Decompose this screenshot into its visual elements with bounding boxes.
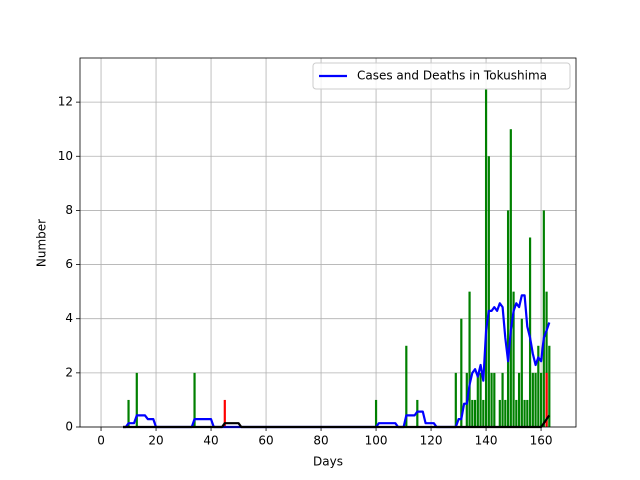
legend-box <box>312 62 571 90</box>
bar <box>545 372 548 427</box>
bar <box>498 399 501 427</box>
bar <box>537 345 540 427</box>
bar <box>504 399 507 427</box>
bar <box>539 372 543 427</box>
y-tick-label: 6 <box>65 257 73 271</box>
bar <box>471 399 474 427</box>
bar <box>135 372 138 427</box>
bar <box>531 372 534 427</box>
y-axis-label: Number <box>35 219 49 267</box>
bar <box>534 372 537 427</box>
bar <box>460 318 463 427</box>
bar <box>506 210 510 427</box>
bar <box>479 372 482 427</box>
bar <box>468 291 471 427</box>
bar <box>223 399 226 427</box>
y-tick-label: 4 <box>65 311 73 325</box>
x-tick-label: 140 <box>475 434 498 448</box>
x-tick-label: 80 <box>313 434 328 448</box>
bar <box>545 291 548 427</box>
bar <box>454 372 457 427</box>
x-tick-label: 160 <box>530 434 553 448</box>
bar <box>517 372 521 427</box>
x-tick-label: 20 <box>148 434 163 448</box>
bar <box>548 345 551 427</box>
y-tick-label: 12 <box>58 95 73 109</box>
x-tick-label: 100 <box>365 434 388 448</box>
bar <box>520 318 523 427</box>
x-axis-label: Days <box>313 455 343 469</box>
bar <box>515 399 518 427</box>
x-tick-label: 40 <box>203 434 218 448</box>
y-tick-label: 10 <box>58 149 73 163</box>
bar <box>127 399 130 427</box>
x-tick-label: 0 <box>97 434 105 448</box>
bar <box>490 372 493 427</box>
bar <box>374 399 378 427</box>
bar <box>509 129 512 427</box>
bar <box>476 372 479 427</box>
y-tick-label: 0 <box>65 420 73 434</box>
bar <box>482 399 485 427</box>
bar <box>526 399 529 427</box>
bar <box>501 372 504 427</box>
bar <box>193 372 196 427</box>
bar <box>484 88 488 428</box>
bar <box>528 237 532 427</box>
x-tick-label: 120 <box>420 434 443 448</box>
bar <box>542 210 545 427</box>
y-tick-label: 8 <box>65 203 73 217</box>
y-tick-label: 2 <box>65 365 73 379</box>
bar <box>512 291 515 427</box>
bar <box>493 372 496 427</box>
legend-label: Cases and Deaths in Tokushima <box>357 69 547 83</box>
bar <box>523 399 526 427</box>
line <box>123 294 551 429</box>
bar <box>487 156 490 427</box>
bar <box>473 399 477 427</box>
x-tick-label: 60 <box>258 434 273 448</box>
plot-frame <box>79 57 577 428</box>
bar <box>405 345 408 427</box>
